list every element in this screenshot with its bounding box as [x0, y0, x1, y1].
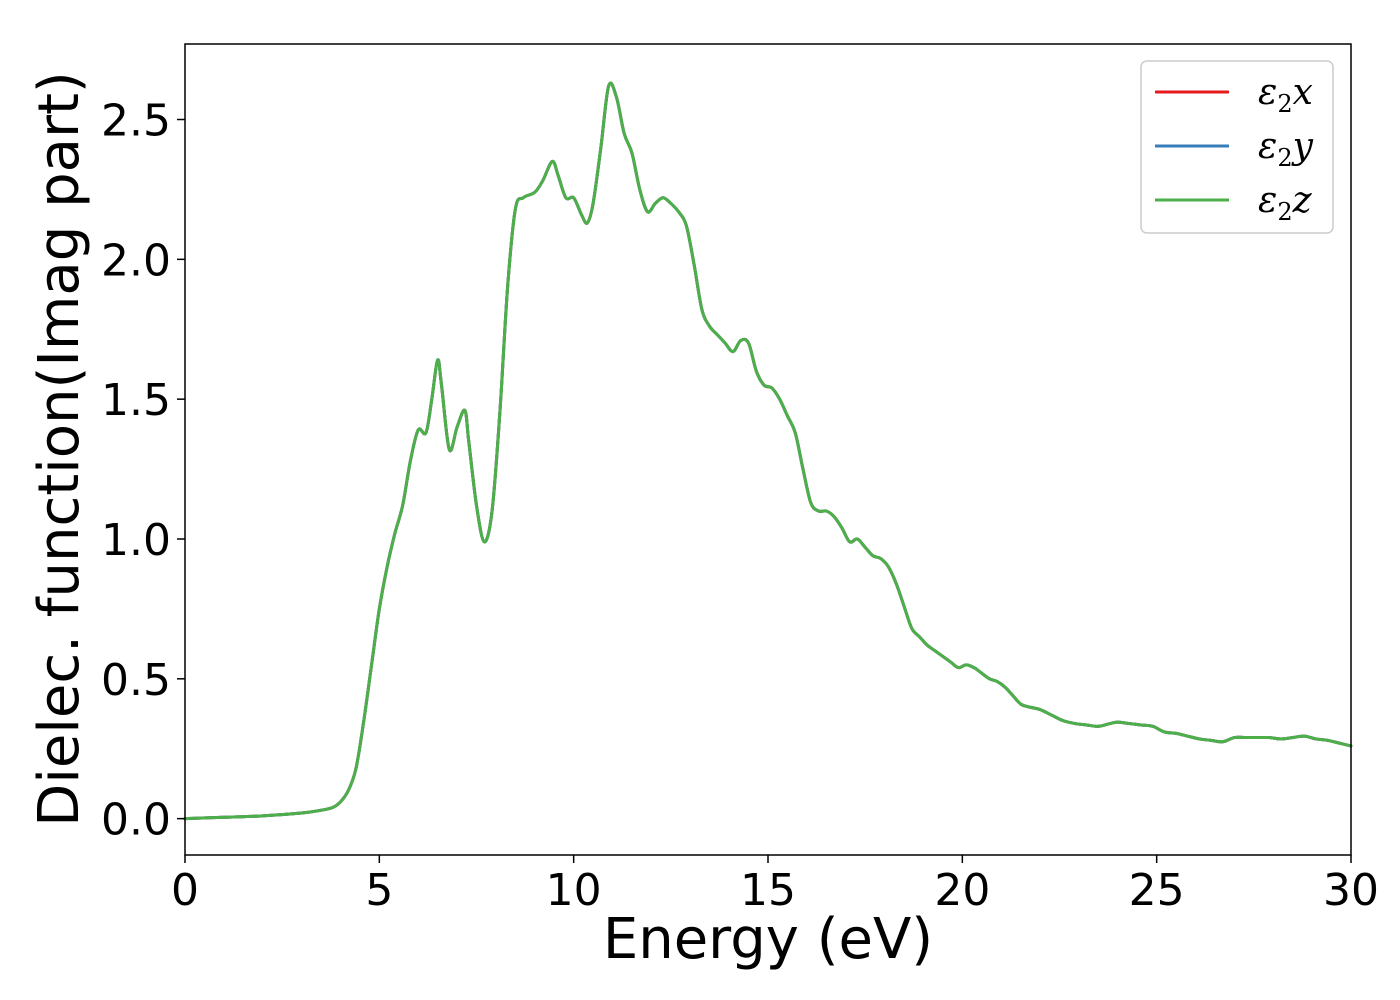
x-tick-label: 5	[365, 865, 393, 916]
series-line-3	[183, 81, 1353, 821]
x-tick-label: 15	[740, 865, 796, 916]
legend-label-3: ε2z	[1258, 180, 1313, 226]
y-tick-label: 0.5	[101, 655, 171, 706]
x-axis-ticks: 0 5 10 15 20 25 30	[171, 855, 1379, 916]
y-tick-label: 0.0	[101, 795, 171, 846]
x-tick-label: 30	[1323, 865, 1379, 916]
legend-label-2: ε2y	[1258, 126, 1314, 172]
y-axis-label: Dielec. function(Imag part)	[27, 71, 92, 827]
series-layer	[183, 81, 1353, 821]
legend-label-1: ε2x	[1258, 72, 1313, 118]
y-tick-label: 1.5	[101, 375, 171, 426]
y-tick-label: 1.0	[101, 515, 171, 566]
x-axis-label: Energy (eV)	[603, 907, 933, 972]
x-tick-label: 25	[1129, 865, 1185, 916]
x-tick-label: 0	[171, 865, 199, 916]
x-tick-label: 20	[934, 865, 990, 916]
x-tick-label: 10	[546, 865, 602, 916]
legend-entries: ε2x ε2y ε2z	[1155, 72, 1314, 226]
y-tick-label: 2.0	[101, 235, 171, 286]
legend-box	[1140, 60, 1334, 234]
legend: ε2x ε2y ε2z	[1140, 60, 1334, 234]
y-tick-label: 2.5	[101, 96, 171, 147]
y-axis-ticks: 0.0 0.5 1.0 1.5 2.0 2.5	[101, 96, 185, 846]
